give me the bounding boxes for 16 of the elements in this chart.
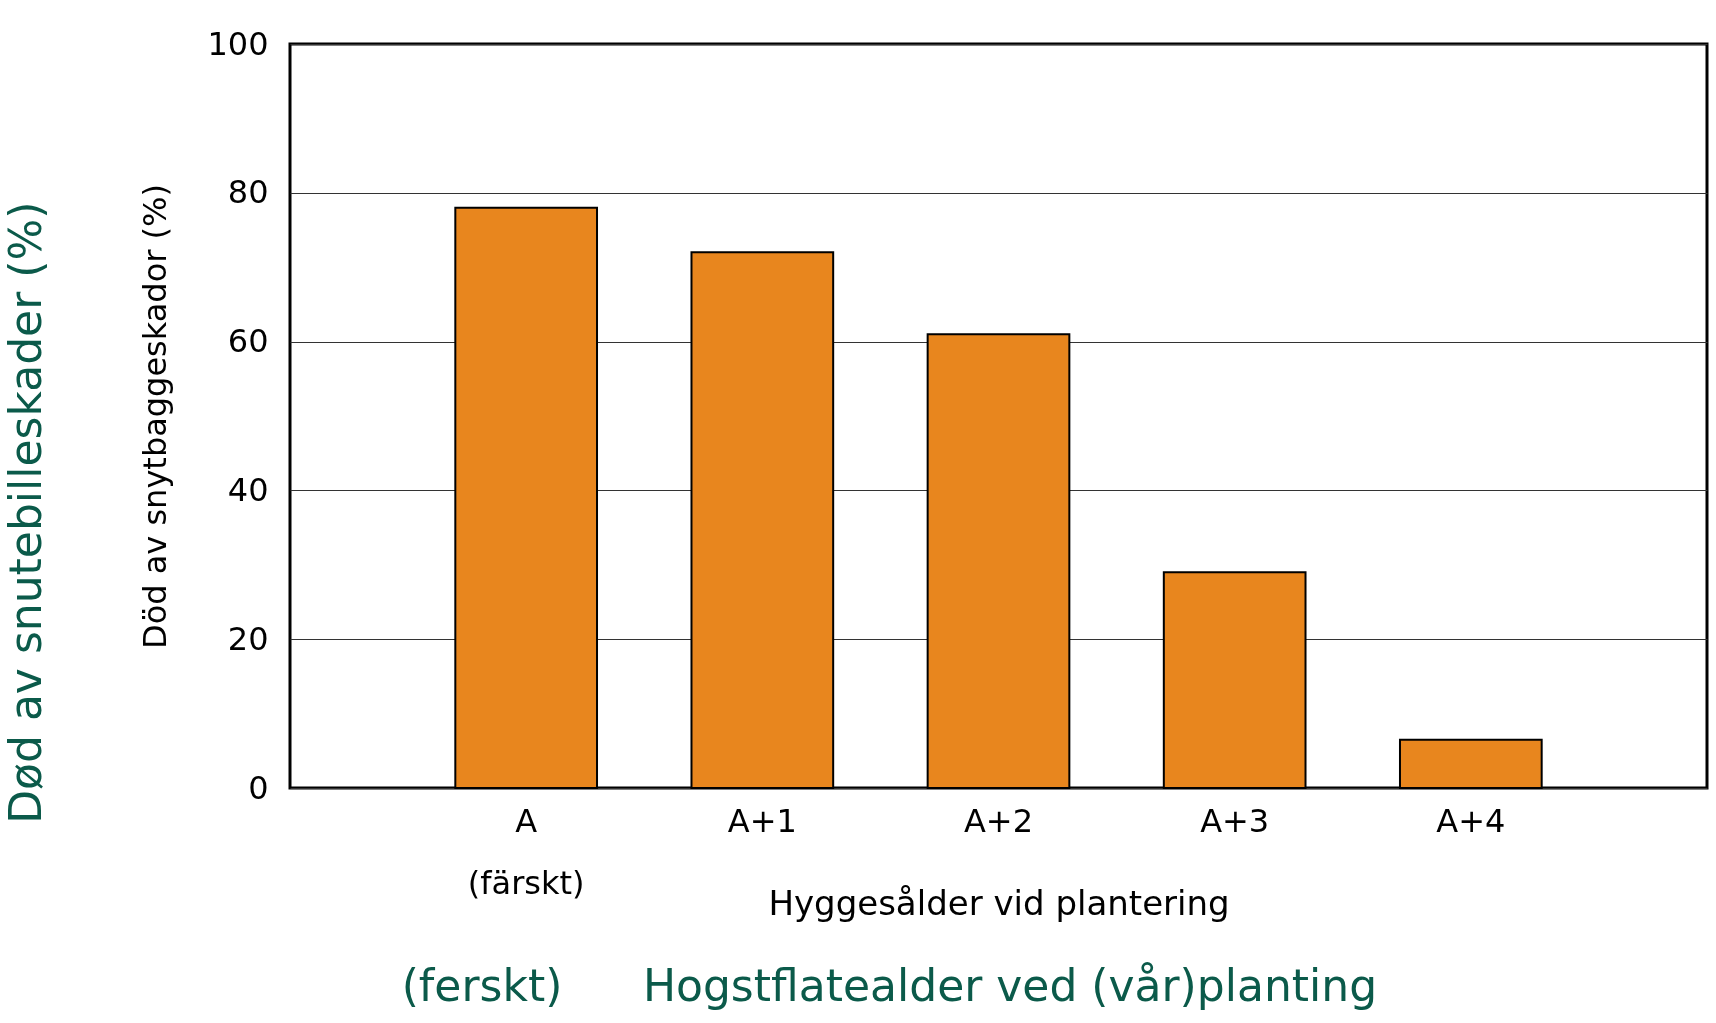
x-axis-title: Hyggesålder vid plantering xyxy=(768,882,1230,923)
text: Død av snutebilleskader (%) xyxy=(0,201,51,824)
x-tick-label: A (färskt) xyxy=(467,801,585,902)
x-tick-label: A+2 xyxy=(963,801,1034,840)
x-tick-label: A+1 xyxy=(727,801,797,840)
y-tick-label: 100 xyxy=(207,24,269,63)
text: Hogstflatealder ved (vår)planting xyxy=(642,960,1378,1011)
text: (ferskt) xyxy=(401,960,563,1011)
x-tick-label: A+3 xyxy=(1200,801,1270,840)
y-axis-title: Död av snytbaggeskador (%) xyxy=(136,184,175,649)
y-tick-label: 0 xyxy=(248,768,269,807)
y-tick-label: 20 xyxy=(227,619,269,658)
y-tick-label: 40 xyxy=(227,470,269,509)
x-tick-label: A+4 xyxy=(1436,801,1506,840)
y-tick-label: 80 xyxy=(227,173,269,212)
y-tick-label: 60 xyxy=(227,322,269,361)
